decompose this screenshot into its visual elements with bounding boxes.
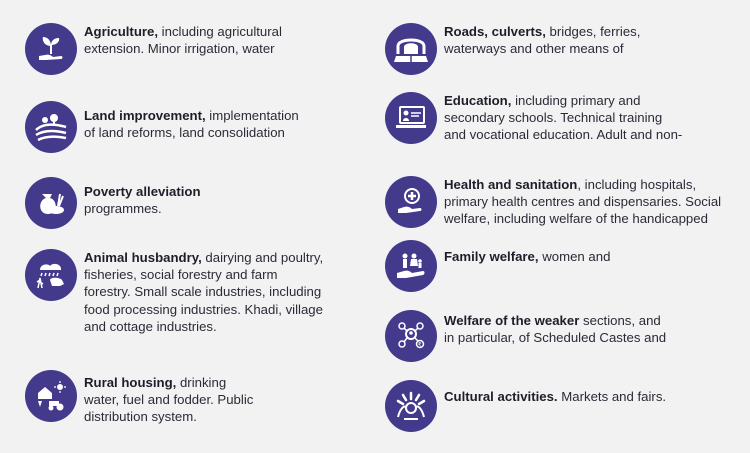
item-text: food processing industries. Khadi, villa… [84,301,323,317]
item-text: Markets and fairs. [557,389,667,404]
list-item-cultural-activities: Cultural activities. Markets and fairs. [385,380,666,432]
item-text: and vocational education. Adult and non- [444,127,683,143]
item-text: welfare, including welfare of the handic… [444,211,708,227]
item-text: primary health centres and dispensaries.… [444,194,722,210]
item-title: Roads, culverts, [444,24,546,39]
item-text: implementation [205,108,299,123]
medical-hand-icon [385,176,437,228]
item-text: fisheries, social forestry and farm [84,267,278,283]
house-tractor-icon [25,370,77,422]
item-text: in particular, of Scheduled Castes and [444,330,667,346]
item-title: Land improvement, [84,108,206,123]
list-item-poverty-alleviation: Poverty alleviation programmes. [25,177,201,229]
field-landscape-icon [25,101,77,153]
list-item-rural-housing: Rural housing, drinking water, fuel and … [25,370,253,426]
item-text: waterways and other means of [444,41,624,57]
item-title: Cultural activities. [444,389,558,404]
item-title: Rural housing, [84,375,177,390]
item-title: Animal husbandry, [84,250,202,265]
item-text: extension. Minor irrigation, water [84,41,275,57]
item-title: Family welfare, [444,249,539,264]
item-title: Education, [444,93,512,108]
item-text: of land reforms, land consolidation [84,125,285,141]
item-text: bridges, ferries, [545,24,641,39]
list-item-welfare-weaker: ₹ Welfare of the weaker sections, and in… [385,310,666,362]
item-text: forestry. Small scale industries, includ… [84,284,322,300]
svg-text:₹: ₹ [418,342,422,349]
item-text: distribution system. [84,409,197,425]
item-text: secondary schools. Technical training [444,110,663,126]
list-item-education: Education, including primary and seconda… [385,92,682,144]
item-title: Welfare of the weaker [444,313,580,328]
grain-sack-icon [25,177,77,229]
item-text: programmes. [84,201,162,217]
family-hand-icon [385,240,437,292]
item-text: water, fuel and fodder. Public [84,392,254,408]
item-text: and cottage industries. [84,318,217,334]
plant-in-hand-icon [25,23,77,75]
item-title: Health and sanitation [444,177,578,192]
item-text: including primary and [511,93,641,108]
cultural-arch-icon [385,380,437,432]
list-item-animal-husbandry: Animal husbandry, dairying and poultry, … [25,249,323,335]
item-text: dairying and poultry, [201,250,324,265]
item-text: drinking [176,375,227,390]
computer-teacher-icon [385,92,437,144]
list-item-land-improvement: Land improvement, implementation of land… [25,101,299,153]
item-text: sections, and [579,313,661,328]
list-item-roads: Roads, culverts, bridges, ferries, water… [385,23,640,75]
item-text: women and [538,249,611,264]
item-title: Agriculture, [84,24,159,39]
item-text: , including hospitals, [577,177,697,192]
list-item-family-welfare: Family welfare, women and [385,240,610,292]
list-item-agriculture: Agriculture, including agricultural exte… [25,23,282,75]
animals-rain-icon [25,249,77,301]
welfare-network-icon: ₹ [385,310,437,362]
item-text: including agricultural [158,24,282,39]
item-title: Poverty alleviation [84,184,201,199]
tunnel-road-icon [385,23,437,75]
list-item-health: Health and sanitation, including hospita… [385,176,721,228]
